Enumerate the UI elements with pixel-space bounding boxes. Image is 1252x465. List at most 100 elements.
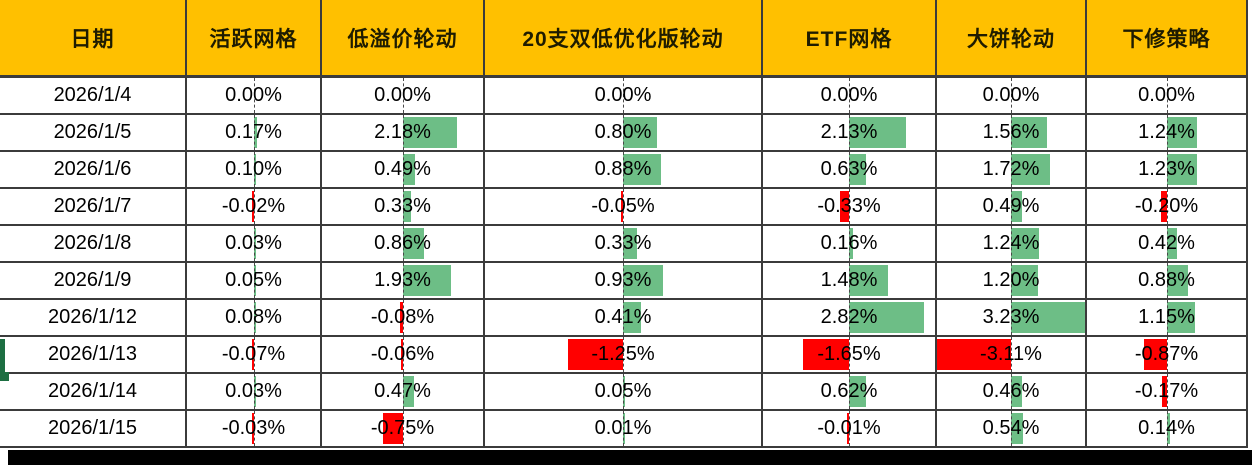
value-cell[interactable]: 1.93% <box>322 263 485 298</box>
databar-axis-line <box>849 226 850 261</box>
date-cell[interactable]: 2026/1/12 <box>0 300 187 335</box>
value-cell[interactable]: 1.48% <box>763 263 937 298</box>
value-cell[interactable]: 0.16% <box>763 226 937 261</box>
value-cell[interactable]: -0.08% <box>322 300 485 335</box>
value-cell[interactable]: 0.05% <box>187 263 322 298</box>
value-cell[interactable]: 0.46% <box>937 374 1087 409</box>
value-cell[interactable]: -0.75% <box>322 411 485 446</box>
databar-axis-line <box>1166 115 1168 150</box>
value-label: 0.49% <box>982 195 1040 217</box>
data-bar <box>849 228 854 259</box>
value-cell[interactable]: 0.00% <box>1087 78 1248 113</box>
data-bar <box>402 191 411 222</box>
header-cell-date[interactable]: 日期 <box>0 0 187 75</box>
value-cell[interactable]: 0.00% <box>485 78 763 113</box>
value-cell[interactable]: -0.20% <box>1087 189 1248 224</box>
value-cell[interactable]: -0.07% <box>187 337 322 372</box>
header-cell-strategy-1[interactable]: 活跃网格 <box>187 0 322 75</box>
value-cell[interactable]: 1.72% <box>937 152 1087 187</box>
value-cell[interactable]: 2.82% <box>763 300 937 335</box>
value-cell[interactable]: 0.00% <box>187 78 322 113</box>
value-cell[interactable]: 1.24% <box>937 226 1087 261</box>
value-cell[interactable]: 0.00% <box>322 78 485 113</box>
value-label: 1.24% <box>1138 121 1195 143</box>
value-cell[interactable]: 3.23% <box>937 300 1087 335</box>
date-cell[interactable]: 2026/1/7 <box>0 189 187 224</box>
value-cell[interactable]: -0.02% <box>187 189 322 224</box>
header-cell-strategy-3[interactable]: 20支双低优化版轮动 <box>485 0 763 75</box>
header-cell-strategy-2[interactable]: 低溢价轮动 <box>322 0 485 75</box>
value-cell[interactable]: 1.15% <box>1087 300 1248 335</box>
value-cell[interactable]: 0.33% <box>322 189 485 224</box>
selection-handle[interactable] <box>0 372 9 381</box>
data-bar <box>1011 302 1085 333</box>
value-label: 0.41% <box>594 306 652 328</box>
value-cell[interactable]: -0.17% <box>1087 374 1248 409</box>
header-cell-strategy-6[interactable]: 下修策略 <box>1087 0 1248 75</box>
value-cell[interactable]: -0.06% <box>322 337 485 372</box>
value-cell[interactable]: -1.25% <box>485 337 763 372</box>
value-cell[interactable]: 0.17% <box>187 115 322 150</box>
value-cell[interactable]: -3.11% <box>937 337 1087 372</box>
value-label: 1.24% <box>982 232 1040 254</box>
value-cell[interactable]: -0.03% <box>187 411 322 446</box>
value-cell[interactable]: 0.63% <box>763 152 937 187</box>
value-cell[interactable]: 0.49% <box>937 189 1087 224</box>
value-cell[interactable]: 0.33% <box>485 226 763 261</box>
date-cell[interactable]: 2026/1/13 <box>0 337 187 372</box>
date-cell[interactable]: 2026/1/9 <box>0 263 187 298</box>
value-cell[interactable]: -1.65% <box>763 337 937 372</box>
value-cell[interactable]: 0.01% <box>485 411 763 446</box>
value-cell[interactable]: -0.87% <box>1087 337 1248 372</box>
date-cell[interactable]: 2026/1/8 <box>0 226 187 261</box>
databar-axis-line <box>1166 152 1168 187</box>
date-cell[interactable]: 2026/1/5 <box>0 115 187 150</box>
header-cell-strategy-4[interactable]: ETF网格 <box>763 0 937 75</box>
value-cell[interactable]: 0.08% <box>187 300 322 335</box>
value-cell[interactable]: -0.05% <box>485 189 763 224</box>
value-label: 0.03% <box>225 380 282 402</box>
value-label: 0.54% <box>982 417 1040 439</box>
date-cell[interactable]: 2026/1/6 <box>0 152 187 187</box>
value-cell[interactable]: 0.10% <box>187 152 322 187</box>
value-label: -1.25% <box>591 343 655 365</box>
value-cell[interactable]: 0.05% <box>485 374 763 409</box>
value-cell[interactable]: 0.41% <box>485 300 763 335</box>
value-cell[interactable]: 0.00% <box>937 78 1087 113</box>
value-cell[interactable]: 1.20% <box>937 263 1087 298</box>
value-cell[interactable]: 0.80% <box>485 115 763 150</box>
value-cell[interactable]: 0.00% <box>763 78 937 113</box>
value-cell[interactable]: 1.56% <box>937 115 1087 150</box>
data-bar <box>847 413 849 444</box>
date-label: 2026/1/12 <box>48 306 137 328</box>
date-label: 2026/1/8 <box>53 232 132 254</box>
data-bar <box>1166 228 1177 259</box>
date-cell[interactable]: 2026/1/15 <box>0 411 187 446</box>
value-cell[interactable]: 0.49% <box>322 152 485 187</box>
value-label: 1.20% <box>982 269 1040 291</box>
databar-axis-line <box>253 300 255 335</box>
value-cell[interactable]: -0.01% <box>763 411 937 446</box>
data-bar <box>251 339 254 370</box>
value-cell[interactable]: 0.86% <box>322 226 485 261</box>
value-cell[interactable]: 2.13% <box>763 115 937 150</box>
value-cell[interactable]: 0.14% <box>1087 411 1248 446</box>
header-cell-strategy-5[interactable]: 大饼轮动 <box>937 0 1087 75</box>
value-cell[interactable]: 0.42% <box>1087 226 1248 261</box>
date-cell[interactable]: 2026/1/4 <box>0 78 187 113</box>
value-cell[interactable]: -0.33% <box>763 189 937 224</box>
value-cell[interactable]: 0.54% <box>937 411 1087 446</box>
value-cell[interactable]: 0.47% <box>322 374 485 409</box>
value-label: 0.00% <box>594 84 652 106</box>
value-cell[interactable]: 0.93% <box>485 263 763 298</box>
value-cell[interactable]: 0.03% <box>187 374 322 409</box>
table-row: 2026/1/8 0.03% 0.86% 0.33% 0.16% 1.24% <box>0 226 1248 263</box>
date-cell[interactable]: 2026/1/14 <box>0 374 187 409</box>
value-cell[interactable]: 0.88% <box>1087 263 1248 298</box>
value-cell[interactable]: 0.03% <box>187 226 322 261</box>
value-cell[interactable]: 2.18% <box>322 115 485 150</box>
value-cell[interactable]: 0.62% <box>763 374 937 409</box>
value-cell[interactable]: 0.88% <box>485 152 763 187</box>
value-cell[interactable]: 1.24% <box>1087 115 1248 150</box>
value-cell[interactable]: 1.23% <box>1087 152 1248 187</box>
